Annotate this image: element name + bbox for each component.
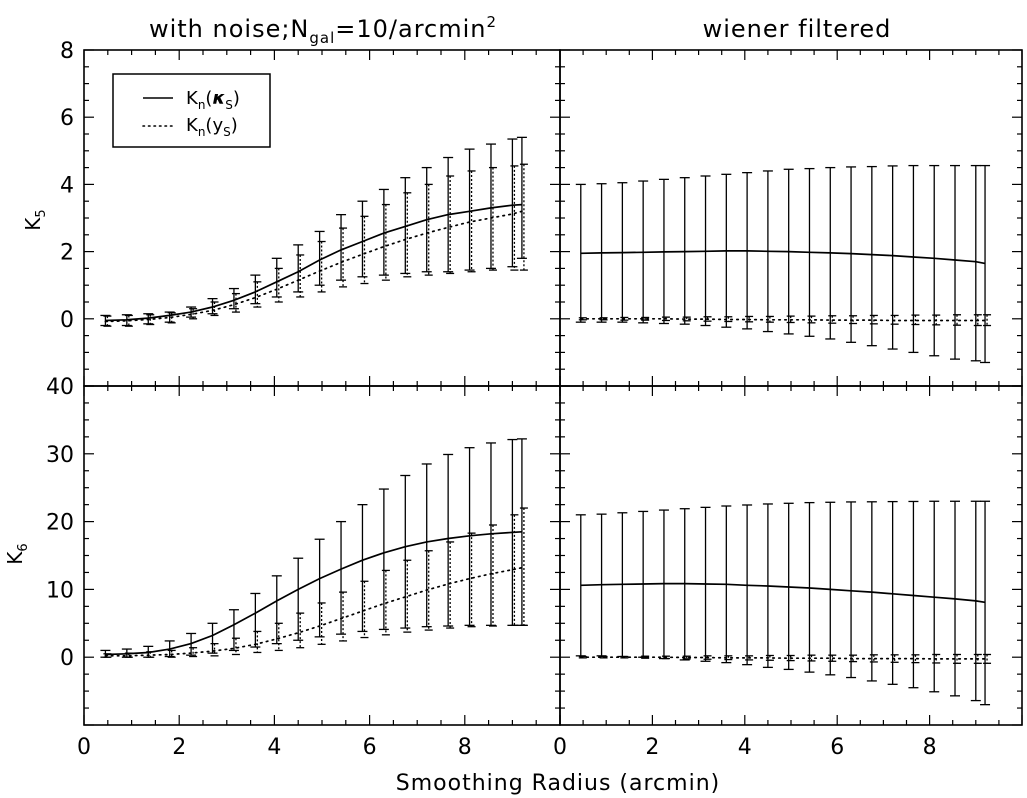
plot-frame	[559, 49, 1023, 387]
left-panel-title: with noise;Ngal=10/arcmin2	[149, 13, 497, 47]
plot-frame	[559, 385, 1023, 726]
y-axis-label-bottom: K6	[3, 543, 31, 564]
series-line-dotted	[104, 210, 523, 323]
panel-bottom-left: 0 2 4 6 8 0 10 20 30 40	[46, 375, 561, 760]
y-tick-label: 2	[60, 241, 74, 266]
plot-frame	[83, 385, 561, 726]
y-axis-label-top: K5	[21, 209, 49, 230]
panel-bottom-right: 0 2 4 6 8	[553, 385, 1023, 760]
x-axis-label: Smoothing Radius (arcmin)	[396, 771, 720, 796]
panel-top-right	[559, 49, 1023, 387]
y-tick-label: 4	[60, 173, 74, 198]
right-panel-title: wiener filtered	[703, 15, 892, 43]
legend-box	[112, 73, 271, 148]
y-tick-label: 40	[46, 375, 74, 400]
y-tick-label: 0	[60, 308, 74, 333]
series-line-solid	[105, 203, 522, 322]
y-tick-label: 30	[46, 443, 74, 468]
x-tick-label: 6	[363, 735, 377, 760]
series-line-solid	[580, 250, 986, 265]
series-line-solid	[580, 582, 986, 604]
series-line-dotted	[104, 566, 523, 657]
x-tick-label: 4	[738, 735, 752, 760]
y-tick-label: 8	[60, 39, 74, 64]
legend-label-solid: Kn(κS)	[186, 88, 240, 112]
panel-top-left: 0 2 4 6 8	[60, 39, 561, 387]
x-tick-label: 4	[267, 735, 281, 760]
x-tick-label: 2	[645, 735, 659, 760]
legend-label-dotted: Kn(yS)	[186, 115, 238, 139]
legend: Kn(κS) Kn(yS)	[112, 73, 271, 148]
y-tick-label: 10	[46, 578, 74, 603]
x-tick-label: 8	[458, 735, 472, 760]
x-tick-label: 6	[830, 735, 844, 760]
series-line-solid	[105, 530, 522, 656]
y-tick-label: 6	[60, 106, 74, 131]
y-tick-label: 0	[60, 646, 74, 671]
y-tick-label: 20	[46, 511, 74, 536]
x-tick-label: 2	[172, 735, 186, 760]
x-tick-label: 8	[923, 735, 937, 760]
x-tick-label: 0	[553, 735, 567, 760]
x-tick-label: 0	[77, 735, 91, 760]
